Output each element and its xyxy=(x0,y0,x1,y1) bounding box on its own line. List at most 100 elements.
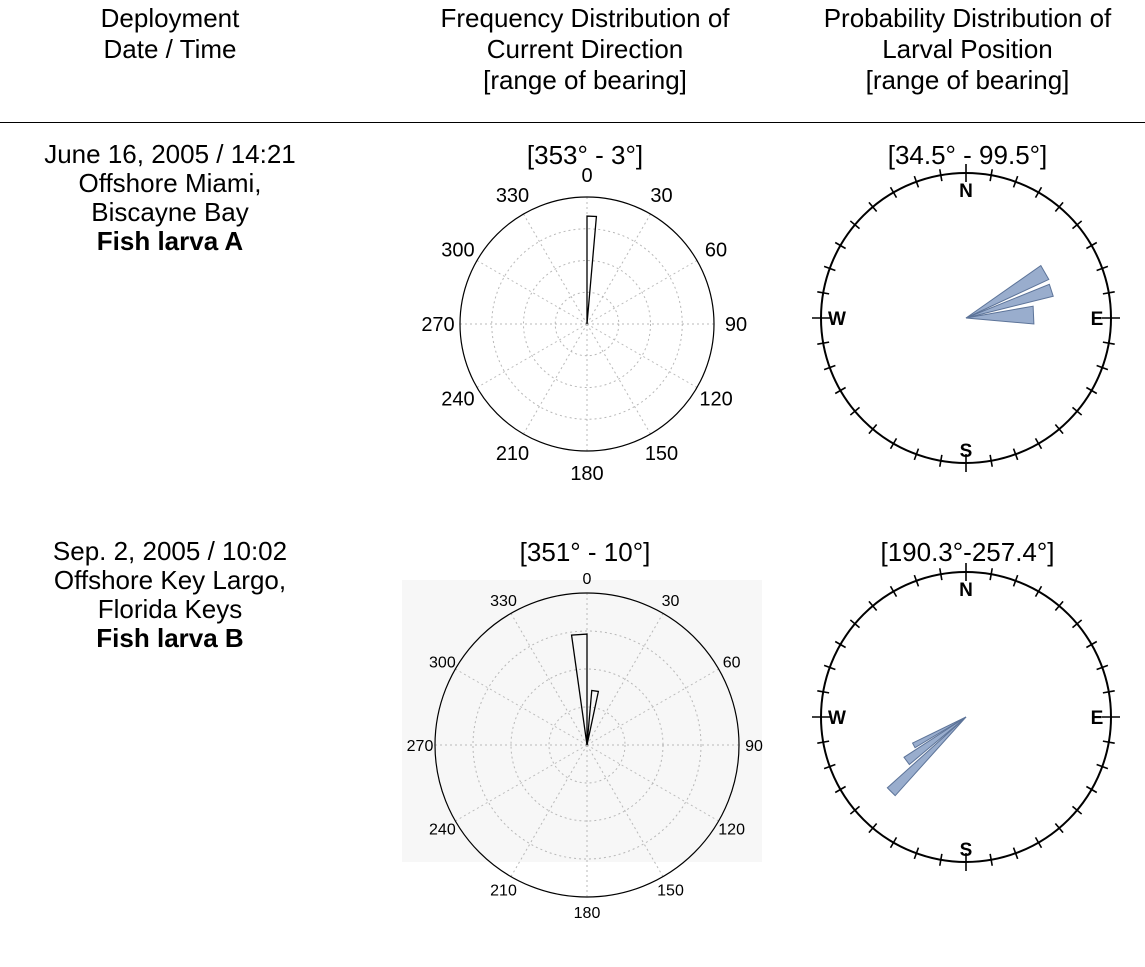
larval-compass-a-compass-tick xyxy=(1012,448,1019,461)
current-rose-a-grid-spoke xyxy=(523,323,588,435)
larval-compass-a-compass-tick xyxy=(1054,423,1064,435)
current-rose-b-angle-label: 180 xyxy=(574,905,601,922)
larval-compass-b-compass-tick xyxy=(868,600,878,612)
current-rose-a-grid-spoke xyxy=(523,213,588,325)
larval-compass-b-wedge xyxy=(911,716,967,749)
larval-compass-b-compass-tick xyxy=(1071,619,1083,629)
header-line: [range of bearing] xyxy=(483,65,687,95)
larval-compass-b-compass-tick xyxy=(834,640,847,649)
larval-compass-a-compass-tick xyxy=(868,423,878,435)
row-a-description: June 16, 2005 / 14:21 Offshore Miami, Bi… xyxy=(0,140,340,256)
current-rose-a-angle-label: 180 xyxy=(570,463,603,485)
larval-compass-b-compass-tick xyxy=(849,619,861,629)
header-line: Larval Position xyxy=(882,34,1053,64)
larval-compass-b-compass-tick xyxy=(1054,822,1064,834)
row-a-subject: Fish larva A xyxy=(96,226,244,256)
larval-compass-a-compass-tick xyxy=(849,406,861,416)
current-rose-a-angle-label: 300 xyxy=(441,240,474,262)
current-rose-a-angle-label: 120 xyxy=(699,389,732,411)
larval-compass-a-compass-tick xyxy=(1071,220,1083,230)
current-rose-b-angle-label: 330 xyxy=(490,593,517,610)
larval-compass-a-compass-tick xyxy=(913,448,920,461)
larval-compass-a-compass-tick xyxy=(1102,341,1115,346)
current-rose-b-angle-label: 150 xyxy=(657,882,684,899)
current-rose-b-angle-label: 0 xyxy=(583,571,592,588)
larval-compass-a-compass-tick xyxy=(817,290,830,295)
header-line: Date / Time xyxy=(103,34,237,64)
header-line: Probability Distribution of xyxy=(823,3,1112,33)
larval-compass-b-compass-tick xyxy=(1034,836,1043,849)
header-divider xyxy=(0,122,1145,123)
larval-compass-a-compass-tick xyxy=(1102,290,1115,295)
compass-label-n: N xyxy=(959,181,973,202)
current-rose-a-angle-label: 60 xyxy=(705,240,727,262)
current-rose-a-angle-label: 0 xyxy=(581,165,592,187)
larval-compass-b-compass-tick xyxy=(849,805,861,815)
larval-compass-a-compass-tick xyxy=(834,386,847,395)
current-rose-b-grid-spoke xyxy=(586,613,664,746)
larval-compass-b-compass-tick xyxy=(1085,785,1098,794)
current-rose-b-grid-spoke xyxy=(455,668,588,746)
larval-compass-b-compass-tick xyxy=(938,568,943,581)
row-a-larval-range: [34.5° - 99.5°] xyxy=(887,140,1048,170)
current-rose-a-grid-spoke xyxy=(586,260,698,325)
current-rose-b-grid-spoke xyxy=(510,744,588,877)
larval-compass-a-compass-tick xyxy=(938,169,943,182)
larval-compass-a-compass-tick xyxy=(989,454,994,467)
larval-compass-a-compass-tick xyxy=(1034,186,1043,199)
current-rose-a-grid-spoke xyxy=(586,323,651,435)
current-rose-a-grid-spoke xyxy=(586,323,698,388)
larval-compass-b-compass-tick xyxy=(823,664,836,671)
larval-compass-b-compass-tick xyxy=(817,740,830,745)
current-rose-a-angle-label: 330 xyxy=(496,185,529,207)
larval-compass-b-compass-tick xyxy=(913,574,920,587)
larval-compass-b-compass-tick xyxy=(889,585,898,598)
current-rose-b-grid-spoke xyxy=(586,744,664,877)
row-a-current-range: [353° - 3°] xyxy=(526,140,644,170)
row-b-description: Sep. 2, 2005 / 10:02 Offshore Key Largo,… xyxy=(0,537,340,653)
current-rose-b-backdrop xyxy=(402,580,762,862)
larval-compass-b-compass-tick xyxy=(1102,689,1115,694)
current-rose-b-angle-label: 120 xyxy=(718,821,745,838)
current-rose-b-grid-spoke xyxy=(586,668,719,746)
compass-label-n: N xyxy=(959,580,973,601)
larval-compass-a-wedge xyxy=(965,305,1035,325)
larval-compass-b-wedge xyxy=(903,716,967,766)
larval-compass-b-compass-tick xyxy=(817,689,830,694)
current-rose-a-angle-label: 270 xyxy=(421,314,454,336)
current-rose-b-group: 0 30 60 90 120 150 180 210 240 270 300 330 xyxy=(402,571,763,922)
larval-compass-b-compass-tick xyxy=(834,785,847,794)
current-rose-b-grid-spoke xyxy=(586,744,719,822)
larval-compass-b-wedge xyxy=(886,716,967,797)
larval-compass-a-compass-tick xyxy=(1034,437,1043,450)
larval-compass-a-compass-tick xyxy=(913,175,920,188)
header-line: Deployment xyxy=(100,3,240,33)
larval-compass-a-group: N E S W xyxy=(812,164,1120,472)
larval-compass-b-compass-tick xyxy=(1012,847,1019,860)
larval-compass-a-compass-tick xyxy=(1096,364,1109,371)
current-rose-a-grid-spoke xyxy=(476,323,588,388)
current-rose-a-grid-spoke xyxy=(586,213,651,325)
larval-compass-b-compass-tick xyxy=(823,763,836,770)
row-b-current-range: [351° - 10°] xyxy=(519,537,651,567)
row-b-location: Offshore Key Largo, xyxy=(53,565,287,595)
larval-compass-b-compass-tick xyxy=(989,568,994,581)
larval-compass-b-compass-tick xyxy=(1102,740,1115,745)
larval-compass-b-group: N E S W xyxy=(812,563,1120,871)
larval-compass-a-compass-tick xyxy=(1012,175,1019,188)
larval-compass-a-compass-tick xyxy=(938,454,943,467)
current-rose-b-angle-label: 270 xyxy=(407,738,434,755)
larval-compass-a-compass-tick xyxy=(1085,241,1098,250)
larval-compass-b-compass-tick xyxy=(1085,640,1098,649)
current-rose-b-outer-circle xyxy=(434,592,740,898)
larval-compass-b-compass-tick xyxy=(1034,585,1043,598)
larval-compass-b-compass-tick xyxy=(889,836,898,849)
current-rose-a-grid-circle xyxy=(523,260,651,388)
current-rose-b-grid-circle xyxy=(548,706,626,784)
larval-compass-a-compass-tick xyxy=(849,220,861,230)
larval-compass-a-compass-tick xyxy=(817,341,830,346)
header-deployment: Deployment Date / Time xyxy=(70,3,270,65)
row-a-datetime: June 16, 2005 / 14:21 xyxy=(44,139,296,169)
current-rose-a-grid-spoke xyxy=(476,260,588,325)
